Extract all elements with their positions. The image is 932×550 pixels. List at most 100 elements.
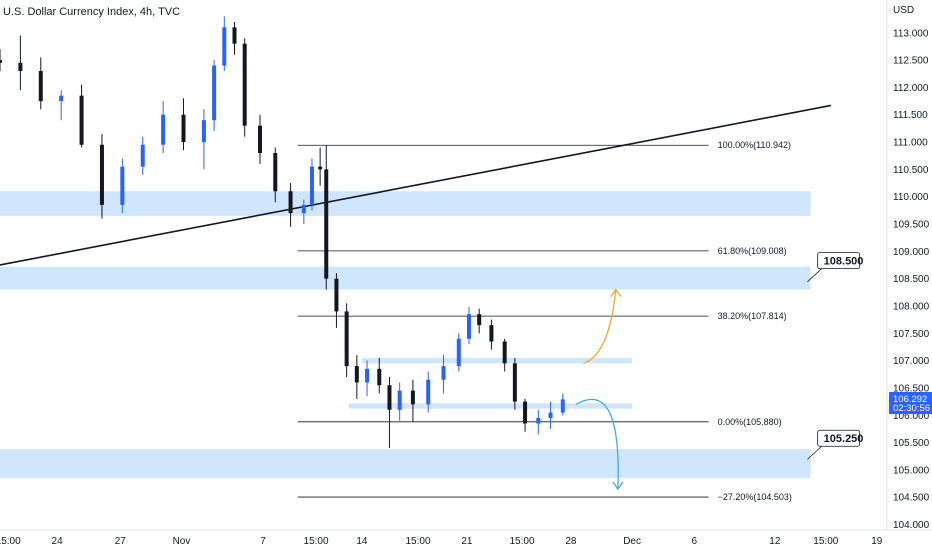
callout-label: 108.500 <box>824 256 864 268</box>
chart-title: U.S. Dollar Currency Index, 4h, TVC <box>3 6 181 18</box>
callouts-layer: 108.500 105.250 <box>807 252 864 460</box>
fib-level-label: 100.00%(110.942) <box>718 140 791 150</box>
candle-body[interactable] <box>387 385 392 410</box>
candle-body[interactable] <box>38 71 43 102</box>
candle-body[interactable] <box>466 314 471 339</box>
candle-body[interactable] <box>536 417 541 424</box>
fib-level-label: 38.20%(107.814) <box>718 311 787 321</box>
candle-body[interactable] <box>288 191 293 214</box>
candle-body[interactable] <box>441 366 446 380</box>
y-axis-tick-label: 109.000 <box>893 247 930 258</box>
candles-layer <box>0 16 565 449</box>
y-axis-ticks: 113.000 112.500 112.000 111.500 111.000 110.5… <box>893 28 930 531</box>
x-axis-tick-label: 21 <box>461 536 473 547</box>
x-axis-tick-label: 7 <box>260 536 266 547</box>
callout-pointer <box>807 268 822 282</box>
y-axis-tick-label: 113.000 <box>893 28 929 39</box>
candle-body[interactable] <box>18 62 23 72</box>
candle-body[interactable] <box>212 65 217 121</box>
candle-body[interactable] <box>232 27 237 44</box>
projection-arrow-up[interactable] <box>582 289 617 364</box>
y-axis-tick-label: 112.500 <box>893 56 929 67</box>
candle-body[interactable] <box>334 278 339 312</box>
candle-body[interactable] <box>140 144 145 167</box>
axis-unit-label: USD <box>893 5 914 16</box>
candle-body[interactable] <box>397 390 402 410</box>
candle-body[interactable] <box>59 95 64 102</box>
candle-body[interactable] <box>502 341 507 364</box>
candle-body[interactable] <box>456 338 461 367</box>
candle-body[interactable] <box>377 368 382 386</box>
x-axis-tick-label: 15:00 <box>813 536 838 547</box>
x-axis-tick-label: 15:00 <box>0 536 21 547</box>
current-price-countdown: 02:30:56 <box>893 403 930 414</box>
candle-body[interactable] <box>201 120 206 143</box>
candle-body[interactable] <box>354 366 359 383</box>
candle-body[interactable] <box>318 166 323 170</box>
support-resistance-zone[interactable] <box>0 266 811 290</box>
candle-body[interactable] <box>344 311 349 367</box>
candle-body[interactable] <box>512 363 517 402</box>
x-axis-tick-label: 24 <box>52 536 64 547</box>
candle-body[interactable] <box>257 125 262 153</box>
candle-body[interactable] <box>0 60 2 63</box>
y-axis-tick-label: 107.000 <box>893 356 930 367</box>
projection-arrow-down[interactable] <box>575 398 619 490</box>
candle-body[interactable] <box>410 390 415 405</box>
candle-body[interactable] <box>222 27 227 66</box>
x-axis-tick-label: 15:00 <box>405 536 430 547</box>
candle-body[interactable] <box>309 166 314 205</box>
candle-body[interactable] <box>161 114 166 145</box>
y-axis-tick-label: 110.500 <box>893 165 929 176</box>
candle-body[interactable] <box>301 204 306 214</box>
trendline[interactable] <box>0 104 832 266</box>
x-axis-tick-label: 14 <box>356 536 368 547</box>
candle-body[interactable] <box>523 401 528 424</box>
fibonacci-layer: 100.00%(110.942) 61.80%(109.008) 38.20%(10… <box>297 140 792 502</box>
candle-body[interactable] <box>426 379 431 405</box>
y-axis-tick-label: 111.000 <box>893 138 928 149</box>
x-axis-tick-label: 15:00 <box>509 536 534 547</box>
callout-box[interactable] <box>817 252 861 270</box>
callout-box[interactable] <box>817 429 861 447</box>
x-axis-tick-label: Dec <box>623 536 641 547</box>
x-axis-tick-label: 28 <box>565 536 577 547</box>
support-resistance-zone[interactable] <box>0 449 811 479</box>
candle-body[interactable] <box>560 399 565 413</box>
support-resistance-zone[interactable] <box>348 403 633 409</box>
zones-layer <box>0 191 811 479</box>
callout-label: 105.250 <box>824 433 864 445</box>
y-axis-tick-label: 108.500 <box>893 274 930 285</box>
fib-level-label: 61.80%(109.008) <box>718 246 787 256</box>
support-resistance-zone[interactable] <box>0 191 811 216</box>
current-price-value: 106.292 <box>893 394 927 405</box>
candle-body[interactable] <box>489 325 494 342</box>
candle-body[interactable] <box>548 412 553 418</box>
candle-body[interactable] <box>99 144 104 205</box>
candle-body[interactable] <box>79 95 84 145</box>
x-axis-tick-label: Nov <box>173 536 191 547</box>
projection-arrow-up-head <box>610 288 622 297</box>
candle-body[interactable] <box>365 368 370 383</box>
candle-body[interactable] <box>242 43 247 126</box>
y-axis-tick-label: 106.000 <box>893 411 930 422</box>
x-axis-tick-label: 27 <box>115 536 127 547</box>
trendline-layer <box>0 104 832 266</box>
y-axis-tick-label: 109.500 <box>893 220 930 231</box>
x-axis-tick-label: 6 <box>692 536 698 547</box>
y-axis-tick-label: 108.000 <box>893 301 930 312</box>
candle-body[interactable] <box>120 166 125 205</box>
y-axis-tick-label: 104.000 <box>893 520 930 531</box>
candle-body[interactable] <box>273 152 278 192</box>
current-price-tag: 106.292 02:30:56 <box>889 392 932 414</box>
support-resistance-zone[interactable] <box>361 357 633 364</box>
y-axis-tick-label: 105.000 <box>893 465 930 476</box>
candle-body[interactable] <box>181 114 186 143</box>
y-axis-tick-label: 111.500 <box>893 110 928 121</box>
candle-body[interactable] <box>324 169 329 279</box>
candle-body[interactable] <box>477 314 482 326</box>
current-price-box <box>889 392 932 414</box>
fib-level-label: −27.20%(104.503) <box>718 492 792 502</box>
y-axis-tick-label: 105.500 <box>893 438 930 449</box>
